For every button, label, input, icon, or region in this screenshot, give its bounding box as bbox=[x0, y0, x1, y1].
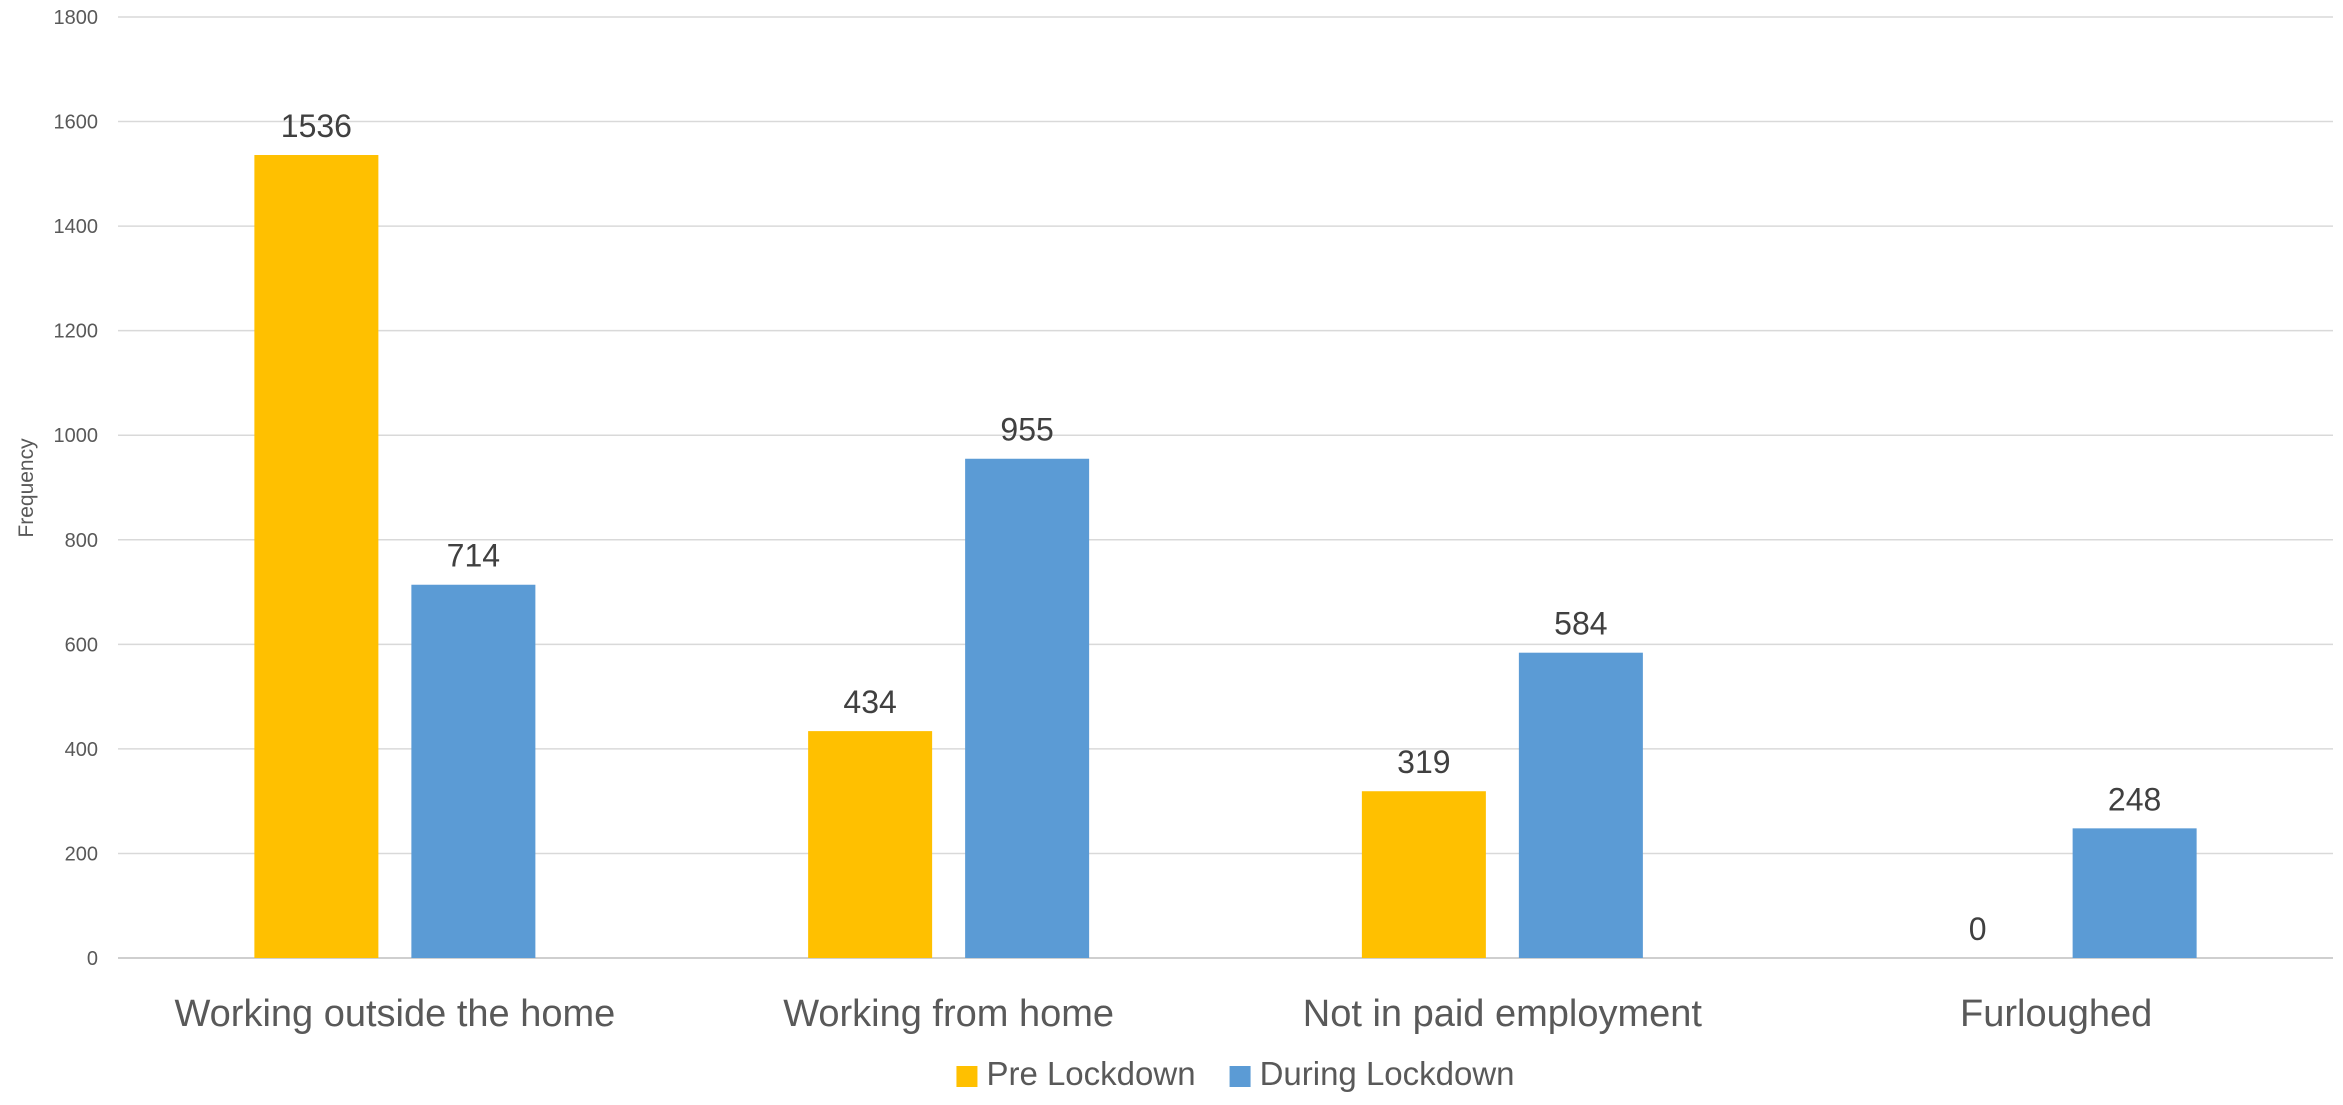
y-tick-label: 600 bbox=[65, 634, 98, 656]
y-tick-label: 1200 bbox=[54, 321, 99, 343]
y-tick-label: 1800 bbox=[54, 7, 99, 29]
y-tick-label: 1000 bbox=[54, 425, 99, 447]
legend-swatch bbox=[956, 1066, 978, 1087]
bar-during-lockdown bbox=[965, 458, 1090, 958]
data-label: 248 bbox=[2108, 781, 2161, 817]
y-axis-ticks: 0 200 400 600 800 1000 1200 1400 1600 1800 bbox=[54, 7, 99, 970]
y-tick-label: 1400 bbox=[54, 216, 99, 238]
bar-pre-lockdown bbox=[1361, 791, 1486, 958]
y-tick-label: 1600 bbox=[54, 112, 99, 134]
data-label: 955 bbox=[1000, 412, 1053, 448]
legend-swatch bbox=[1229, 1066, 1251, 1087]
bar-pre-lockdown bbox=[808, 731, 933, 958]
category-label: Furloughed bbox=[1960, 993, 2152, 1035]
bar-during-lockdown bbox=[1518, 652, 1643, 958]
y-tick-label: 0 bbox=[87, 948, 98, 970]
legend-label: Pre Lockdown bbox=[986, 1055, 1195, 1092]
category-label: Not in paid employment bbox=[1303, 993, 1703, 1035]
bar-pre-lockdown bbox=[254, 155, 379, 959]
bars bbox=[254, 155, 2197, 959]
data-label: 714 bbox=[447, 538, 500, 574]
legend: Pre Lockdown During Lockdown bbox=[956, 1055, 1515, 1092]
data-label: 0 bbox=[1969, 911, 1987, 947]
y-tick-label: 200 bbox=[65, 843, 98, 865]
data-label: 584 bbox=[1554, 606, 1607, 642]
legend-label: During Lockdown bbox=[1260, 1055, 1515, 1092]
data-label: 1536 bbox=[281, 108, 352, 144]
category-label: Working outside the home bbox=[174, 993, 615, 1035]
data-labels: 1536 714 434 955 319 584 0 248 bbox=[281, 108, 2162, 947]
data-label: 319 bbox=[1397, 744, 1450, 780]
data-label: 434 bbox=[843, 684, 896, 720]
y-tick-label: 400 bbox=[65, 739, 98, 761]
y-axis-title: Frequency bbox=[15, 438, 38, 538]
x-axis-categories: Working outside the home Working from hom… bbox=[174, 993, 2152, 1035]
bar-during-lockdown bbox=[411, 584, 536, 958]
category-label: Working from home bbox=[783, 993, 1114, 1035]
bar-during-lockdown bbox=[2072, 828, 2197, 958]
y-tick-label: 800 bbox=[65, 530, 98, 552]
